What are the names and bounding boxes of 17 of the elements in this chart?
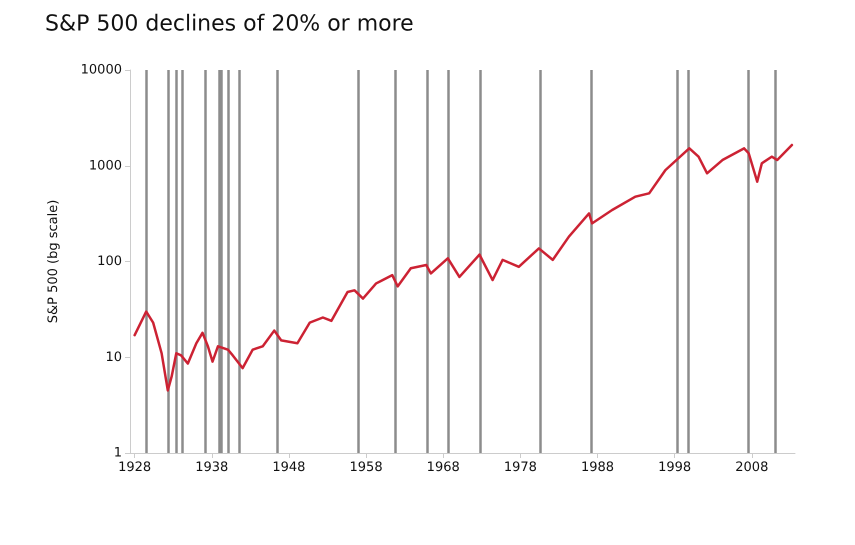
- y-axis-title: S&P 500 (bg scale): [46, 200, 61, 324]
- y-tick-label: 10: [105, 350, 122, 365]
- x-tick-label: 1928: [118, 460, 152, 475]
- x-tick-label: 2008: [735, 460, 768, 475]
- y-tick-label: 10000: [80, 62, 122, 78]
- y-tick-label: 100: [97, 254, 122, 269]
- x-tick-label: 1998: [658, 460, 692, 475]
- x-tick-label: 1938: [195, 460, 228, 475]
- chart-title: S&P 500 declines of 20% or more: [45, 12, 414, 36]
- x-tick-label: 1978: [504, 460, 537, 475]
- line-series: [133, 144, 794, 392]
- y-tick-label: 1: [114, 446, 122, 460]
- x-tick-label: 1948: [272, 460, 306, 475]
- y-tick-label: 1000: [88, 158, 122, 174]
- x-tick-label: 1988: [580, 460, 614, 475]
- x-tick-label: 1958: [350, 460, 383, 475]
- x-tick-label: 1968: [426, 460, 460, 475]
